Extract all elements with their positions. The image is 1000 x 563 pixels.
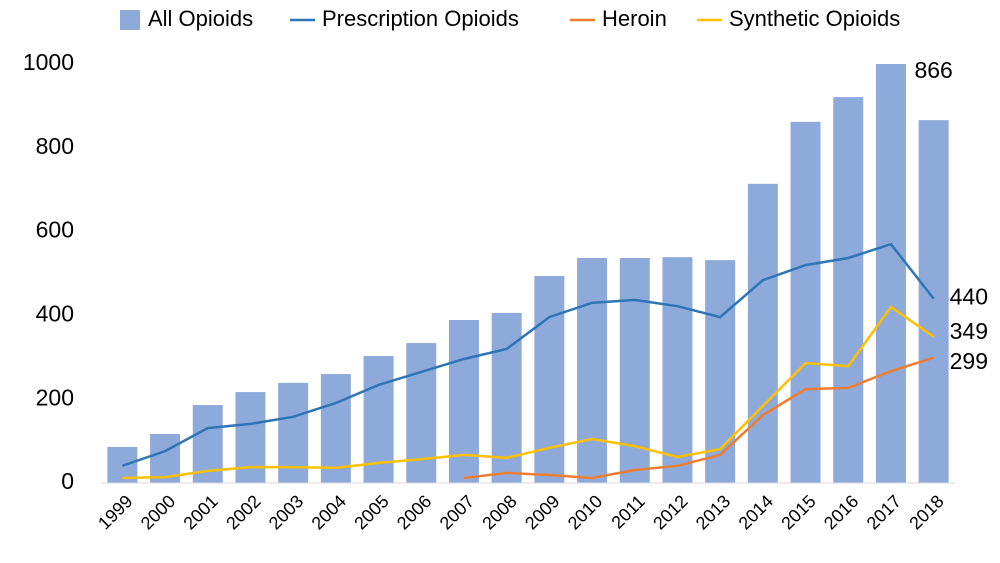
bar [790, 121, 821, 484]
bar [833, 97, 864, 483]
x-tick-label: 2014 [735, 491, 777, 533]
y-tick-label: 800 [36, 133, 74, 159]
x-tick-label: 2005 [350, 491, 392, 533]
x-tick-label: 2006 [393, 491, 435, 533]
x-tick-label: 2000 [137, 491, 179, 533]
bar [918, 120, 949, 484]
x-tick-label: 2009 [521, 491, 563, 533]
y-tick-label: 600 [36, 217, 74, 243]
data-label: 349 [950, 318, 988, 344]
x-tick-label: 2018 [905, 491, 947, 533]
legend-label: All Opioids [148, 6, 253, 31]
bar [235, 392, 266, 483]
bar [577, 257, 608, 483]
x-tick-label: 2012 [649, 491, 691, 533]
bar [747, 183, 778, 484]
x-tick-label: 2015 [777, 491, 819, 533]
bar [448, 320, 479, 483]
data-label: 866 [914, 57, 952, 83]
x-tick-label: 2013 [692, 491, 734, 533]
x-tick-label: 2002 [222, 491, 264, 533]
y-tick-label: 1000 [23, 49, 74, 75]
x-tick-label: 2011 [607, 491, 649, 533]
y-tick-label: 0 [61, 468, 74, 494]
x-tick-label: 1999 [94, 491, 136, 533]
bar [406, 343, 437, 483]
bar [875, 64, 906, 483]
legend-label: Prescription Opioids [322, 6, 519, 31]
legend-swatch [120, 10, 140, 30]
data-label: 440 [950, 284, 988, 310]
x-tick-label: 2010 [564, 491, 606, 533]
y-tick-label: 200 [36, 384, 74, 410]
legend-label: Synthetic Opioids [729, 6, 900, 31]
data-label: 299 [950, 348, 988, 374]
x-tick-label: 2008 [478, 491, 520, 533]
x-tick-label: 2016 [820, 491, 862, 533]
bar [320, 374, 351, 483]
x-tick-label: 2004 [308, 491, 350, 533]
bar [662, 257, 693, 483]
legend-label: Heroin [602, 6, 667, 31]
x-tick-label: 2007 [436, 491, 478, 533]
x-tick-label: 2001 [179, 491, 221, 533]
x-tick-label: 2003 [265, 491, 307, 533]
line [121, 242, 935, 468]
bar [534, 276, 565, 483]
line [463, 356, 935, 480]
y-tick-label: 400 [36, 300, 74, 326]
line [122, 305, 935, 480]
x-tick-label: 2017 [863, 491, 905, 533]
